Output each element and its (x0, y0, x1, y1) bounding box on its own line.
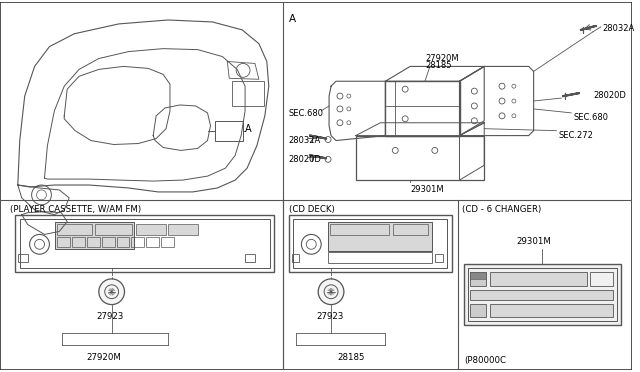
Bar (58, 224, 92, 235)
Text: 29301M: 29301M (410, 185, 444, 194)
Bar (87, 237, 100, 247)
Bar (102, 237, 115, 247)
Bar (470, 290, 612, 299)
Circle shape (99, 279, 125, 305)
Text: A: A (245, 124, 252, 134)
Text: 28020D: 28020D (289, 155, 321, 164)
Bar (161, 237, 174, 247)
Text: 27923: 27923 (97, 311, 124, 321)
Bar (18, 254, 28, 262)
Bar (216, 121, 243, 141)
Bar (72, 237, 85, 247)
Text: 28032A: 28032A (603, 24, 635, 33)
Bar (394, 224, 428, 235)
Bar (55, 222, 134, 249)
Circle shape (318, 279, 344, 305)
Text: (CD - 6 CHANGER): (CD - 6 CHANGER) (463, 205, 541, 214)
Bar (291, 254, 300, 262)
Text: 28020D: 28020D (593, 91, 626, 100)
Text: 27920M: 27920M (86, 353, 121, 362)
Bar (95, 224, 132, 235)
Bar (15, 215, 274, 272)
Text: 27923: 27923 (316, 311, 344, 321)
Bar (232, 81, 264, 106)
Bar (328, 222, 432, 251)
Bar (470, 272, 486, 286)
Text: 28185: 28185 (425, 61, 451, 70)
Bar (168, 224, 198, 235)
Bar (245, 254, 255, 262)
Bar (465, 264, 621, 326)
Bar (330, 224, 389, 235)
Bar (385, 81, 460, 136)
Bar (356, 136, 484, 180)
Bar (470, 272, 486, 279)
Text: 28032A: 28032A (289, 136, 321, 145)
Text: (CD DECK): (CD DECK) (289, 205, 334, 214)
Bar (294, 219, 447, 268)
Bar (20, 219, 270, 268)
Text: (PLAYER CASSETTE, W/AM FM): (PLAYER CASSETTE, W/AM FM) (10, 205, 141, 214)
Bar (289, 215, 452, 272)
Text: 28185: 28185 (337, 353, 365, 362)
Bar (58, 237, 70, 247)
Bar (435, 254, 443, 262)
Text: 29301M: 29301M (517, 237, 552, 246)
Bar (490, 272, 587, 286)
Text: SEC.272: SEC.272 (558, 131, 593, 140)
Bar (490, 304, 612, 317)
Bar (136, 224, 166, 235)
Bar (470, 304, 486, 317)
Text: (P80000C: (P80000C (465, 356, 506, 365)
Bar (116, 237, 129, 247)
Text: 27920M: 27920M (425, 54, 458, 62)
Text: SEC.680: SEC.680 (573, 113, 608, 122)
Bar (147, 237, 159, 247)
Bar (131, 237, 144, 247)
Bar (590, 272, 612, 286)
Bar (468, 268, 616, 321)
Text: A: A (289, 14, 296, 24)
Bar (328, 252, 432, 263)
Text: SEC.680: SEC.680 (289, 109, 324, 118)
